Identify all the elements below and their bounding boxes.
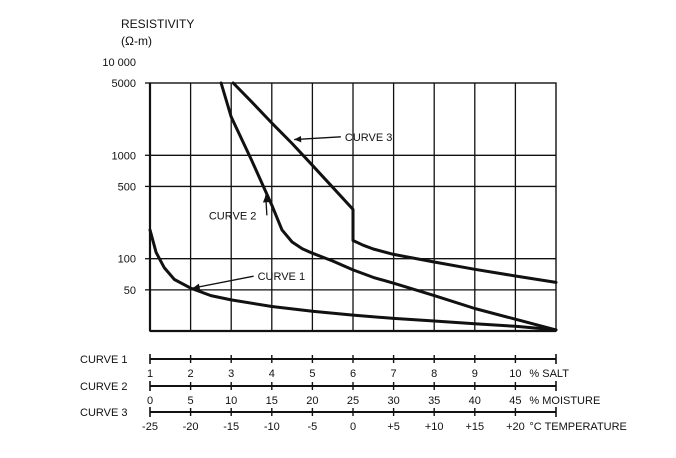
y-axis-title-line1: RESISTIVITY — [121, 17, 194, 31]
series-line-curve-1 — [148, 228, 558, 332]
scale-tick-label: 9 — [472, 368, 478, 380]
y-tick-label: 1000 — [112, 150, 136, 162]
annotations: CURVE 1 CURVE 2 CURVE 3 — [192, 132, 392, 290]
scale-tick-label: +20 — [506, 421, 525, 433]
annotation-curve-2: CURVE 2 — [209, 210, 256, 222]
scale-tick-label: 4 — [269, 368, 275, 380]
y-tick-label: 5000 — [112, 78, 136, 90]
scale-tick-label: -20 — [183, 421, 199, 433]
scale-tick-label: 25 — [347, 395, 359, 407]
scale-name-curve-2: CURVE 2 — [80, 381, 127, 393]
annotation-arrowhead — [192, 283, 201, 290]
scale-tick-label: 3 — [228, 368, 234, 380]
y-axis-title-line2: (Ω-m) — [121, 34, 152, 48]
scale-tick-label: 0 — [350, 421, 356, 433]
scale-tick-label: 20 — [306, 395, 318, 407]
scale-tick-label: 7 — [391, 368, 397, 380]
scale-tick-label: +5 — [387, 421, 400, 433]
scale-tick-label: 30 — [387, 395, 399, 407]
series-line-curve-3 — [231, 81, 558, 284]
scale-unit-label: °C TEMPERATURE — [529, 421, 627, 433]
scale-tick-label: 10 — [509, 368, 521, 380]
annotation-curve-3: CURVE 3 — [345, 132, 392, 144]
scale-tick-label: 5 — [188, 395, 194, 407]
curves — [148, 81, 558, 332]
scale-tick-label: -10 — [264, 421, 280, 433]
annotation-curve-1: CURVE 1 — [258, 271, 305, 283]
scale-tick-label: +15 — [465, 421, 484, 433]
scale-tick-label: 15 — [266, 395, 278, 407]
scale-name-curve-1: CURVE 1 — [80, 354, 127, 366]
scale-tick-label: 35 — [428, 395, 440, 407]
scale-tick-label: 45 — [509, 395, 521, 407]
scale-tick-label: -25 — [142, 421, 158, 433]
y-tick-label: 500 — [118, 181, 136, 193]
y-tick-label: 50 — [124, 285, 136, 297]
scale-tick-label: 10 — [225, 395, 237, 407]
scale-tick-label: 0 — [147, 395, 153, 407]
scale-tick-label: 8 — [431, 368, 437, 380]
scale-tick-label: 40 — [469, 395, 481, 407]
annotation-arrowhead — [262, 195, 270, 203]
scale-tick-label: 1 — [147, 368, 153, 380]
scale-tick-label: 2 — [188, 368, 194, 380]
series-line-curve-2 — [219, 81, 558, 332]
scale-name-curve-3: CURVE 3 — [80, 407, 127, 419]
y-axis: RESISTIVITY (Ω-m) 10 000 5000 1000 500 100 50 — [102, 17, 194, 297]
y-tick-label: 100 — [118, 254, 136, 266]
scale-unit-label: % MOISTURE — [529, 395, 600, 407]
scale-tick-label: 6 — [350, 368, 356, 380]
annotation-arrow-line — [192, 275, 254, 289]
scale-unit-label: % SALT — [529, 368, 569, 380]
annotation-arrowhead — [294, 135, 302, 143]
scale-tick-label: -15 — [223, 421, 239, 433]
scale-tick-label: -5 — [308, 421, 318, 433]
scale-tick-label: +10 — [425, 421, 444, 433]
y-tick-label: 10 000 — [102, 57, 136, 69]
annotation-arrow-line — [294, 136, 341, 141]
plot-frame — [148, 82, 557, 333]
scale-tick-label: 5 — [309, 368, 315, 380]
